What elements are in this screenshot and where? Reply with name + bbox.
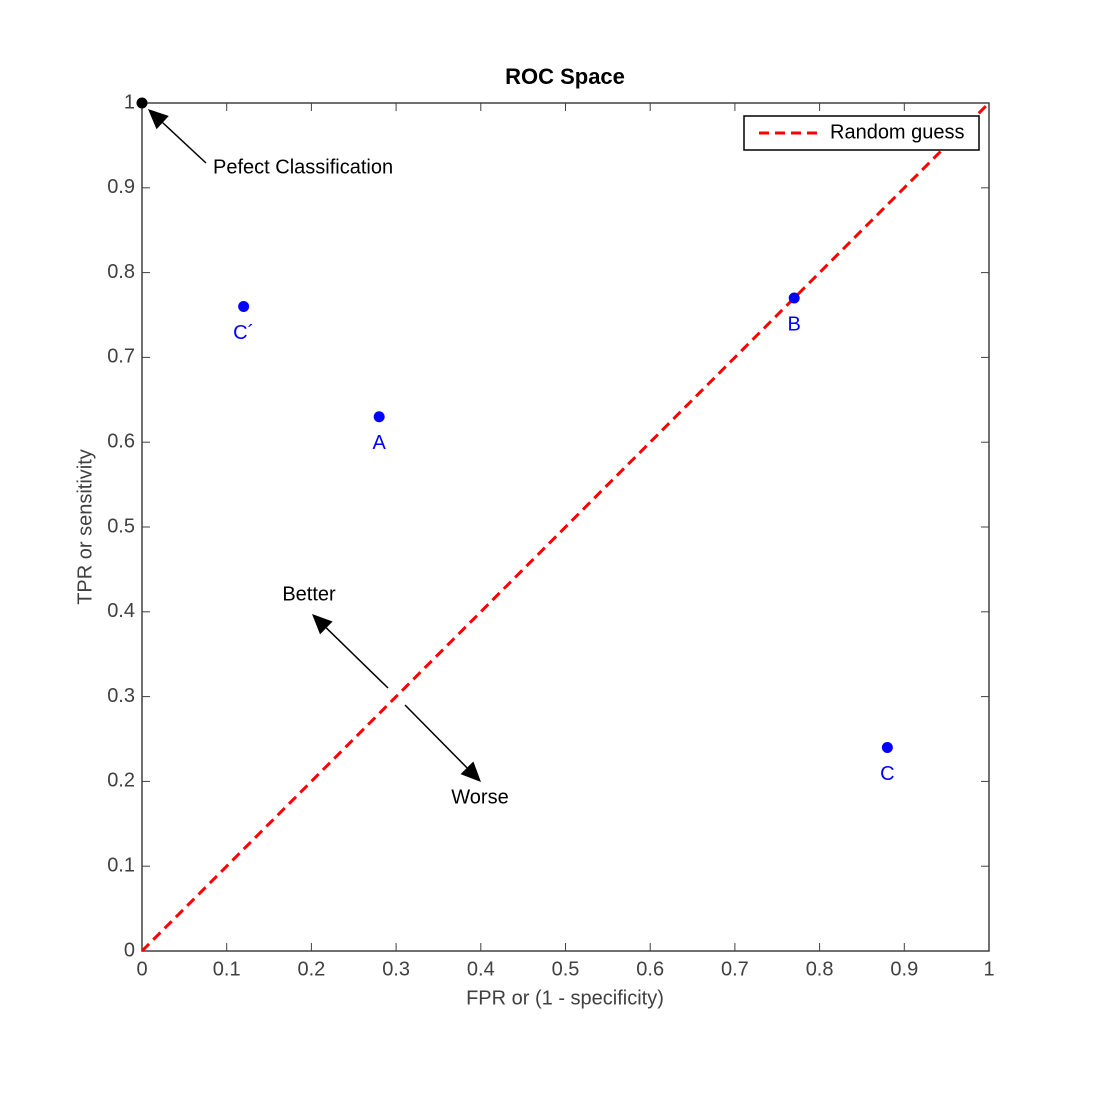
y-axis-label: TPR or sensitivity [74, 449, 96, 605]
x-tick-label: 0.7 [721, 958, 749, 980]
x-tick-label: 0.3 [382, 958, 410, 980]
y-tick-label: 1 [124, 91, 135, 113]
x-tick-label: 0.2 [297, 958, 325, 980]
point [238, 301, 250, 313]
x-tick-label: 0.4 [467, 958, 495, 980]
arrow-head [148, 109, 169, 130]
y-tick-label: 0.5 [107, 515, 135, 537]
point-label: A [372, 432, 386, 454]
y-tick-label: 0 [124, 939, 135, 961]
annotation: Better [282, 583, 336, 605]
y-tick-label: 0.7 [107, 346, 135, 368]
chart-title: ROC Space [505, 64, 625, 89]
y-tick-label: 0.8 [107, 261, 135, 283]
arrow-shaft [162, 122, 207, 164]
x-tick-label: 0.6 [636, 958, 664, 980]
y-tick-label: 0.3 [107, 685, 135, 707]
x-tick-label: 0.8 [806, 958, 834, 980]
point-label: C [880, 763, 894, 785]
point [881, 741, 893, 753]
y-tick-label: 0.1 [107, 854, 135, 876]
annotation: Pefect Classification [213, 156, 393, 178]
point [788, 292, 800, 304]
arrow-head [460, 761, 481, 782]
series-line [140, 101, 991, 953]
y-tick-label: 0.9 [107, 176, 135, 198]
x-tick-label: 0.5 [552, 958, 580, 980]
point-label: B [788, 313, 801, 335]
arrow-shaft [325, 627, 389, 689]
x-axis-label: FPR or (1 - specificity) [466, 987, 664, 1009]
x-tick-label: 0 [136, 958, 147, 980]
point-label: C´ [233, 322, 254, 344]
x-tick-label: 0.9 [890, 958, 918, 980]
x-tick-label: 1 [983, 958, 994, 980]
y-tick-label: 0.4 [107, 600, 135, 622]
arrow-head [312, 614, 333, 635]
perfect-point [136, 97, 148, 109]
y-tick-label: 0.2 [107, 770, 135, 792]
annotation: Worse [451, 786, 508, 808]
arrow-shaft [404, 704, 468, 769]
x-tick-label: 0.1 [213, 958, 241, 980]
point [373, 411, 385, 423]
legend-label: Random guess [830, 121, 965, 143]
y-tick-label: 0.6 [107, 430, 135, 452]
